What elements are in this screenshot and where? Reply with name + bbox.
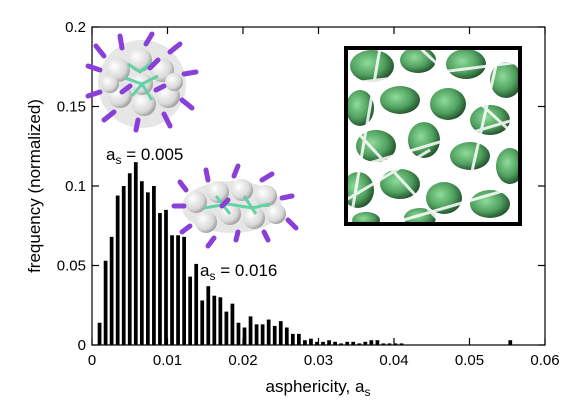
- histogram-bar: [97, 322, 102, 345]
- histogram-bar: [188, 276, 193, 345]
- x-tick-label: 0: [88, 352, 96, 369]
- histogram-bar: [297, 333, 301, 345]
- histogram-bar: [218, 297, 223, 345]
- histogram-bar: [254, 324, 259, 345]
- histogram-bar: [164, 209, 168, 345]
- histogram-bar: [345, 341, 350, 345]
- histogram-bar: [212, 295, 217, 345]
- histogram-bars: [97, 162, 513, 345]
- y-tick-label: 0.1: [65, 178, 86, 195]
- y-tick-label: 0.15: [57, 99, 86, 116]
- histogram-bar: [375, 340, 380, 345]
- simulation-snapshot-inset: [344, 46, 522, 226]
- histogram-bar: [290, 333, 295, 345]
- histogram-bar: [508, 340, 513, 345]
- histogram-bar: [260, 324, 265, 345]
- histogram-bar: [272, 325, 277, 345]
- histogram-bar: [170, 235, 174, 345]
- histogram-bar: [399, 343, 404, 345]
- histogram-bar: [284, 327, 289, 345]
- histogram-bar: [200, 300, 205, 345]
- histogram-bar: [236, 322, 241, 345]
- x-tick-label: 0.05: [455, 352, 484, 369]
- histogram-bar: [109, 236, 114, 345]
- histogram-bar: [121, 186, 126, 345]
- histogram-bar: [230, 303, 235, 345]
- histogram-bar: [242, 327, 247, 345]
- histogram-bar: [115, 195, 120, 345]
- histogram-bar: [278, 321, 283, 345]
- y-tick-label: 0.05: [57, 258, 86, 275]
- histogram-bar: [369, 340, 374, 345]
- x-tick-label: 0.04: [379, 352, 408, 369]
- histogram-bar: [309, 338, 313, 345]
- histogram-bar: [194, 263, 199, 345]
- histogram-bar: [224, 311, 229, 345]
- histogram-bar: [381, 343, 386, 345]
- histogram-bar: [182, 236, 186, 345]
- histogram-bar: [303, 340, 307, 345]
- histogram-bar: [327, 340, 331, 345]
- x-tick-label: 0.01: [153, 352, 182, 369]
- histogram-bar: [103, 260, 108, 345]
- histogram-bar: [333, 341, 337, 345]
- histogram-bar: [146, 192, 150, 345]
- histogram-bar: [158, 213, 162, 345]
- axis-ticks: 0 0.01 0.02 0.03 0.04 0.05 0.06 0 0.05 0.1 0.15 0.2: [57, 19, 560, 369]
- histogram-bar: [363, 341, 368, 345]
- histogram-bar: [351, 341, 356, 345]
- x-axis-label: asphericity, as: [266, 377, 371, 399]
- histogram-bar: [248, 316, 253, 345]
- histogram-bar: [176, 235, 180, 345]
- histogram-bar: [387, 343, 392, 345]
- histogram-bar: [206, 286, 211, 345]
- histogram-bar: [339, 343, 344, 345]
- y-tick-label: 0: [78, 337, 86, 354]
- histogram-bar: [266, 319, 271, 345]
- histogram-bar: [139, 181, 144, 345]
- histogram-bar: [357, 343, 362, 345]
- histogram-bar: [133, 162, 138, 345]
- histogram-bar: [152, 186, 156, 345]
- histogram-bar: [321, 341, 325, 345]
- molecule-illustration-spherical: [85, 31, 199, 133]
- x-tick-label: 0.03: [304, 352, 333, 369]
- histogram-bar: [393, 343, 398, 345]
- histogram-bar: [315, 341, 319, 345]
- annotation-as-0-005: as = 0.005: [106, 145, 183, 167]
- annotation-as-0-016: as = 0.016: [200, 261, 277, 283]
- x-tick-label: 0.02: [228, 352, 257, 369]
- x-tick-label: 0.06: [530, 352, 559, 369]
- y-tick-label: 0.2: [65, 19, 86, 36]
- molecule-illustration-elongated: [171, 163, 299, 249]
- histogram-bar: [127, 173, 132, 345]
- y-axis-label: frequency (normalized): [25, 99, 44, 273]
